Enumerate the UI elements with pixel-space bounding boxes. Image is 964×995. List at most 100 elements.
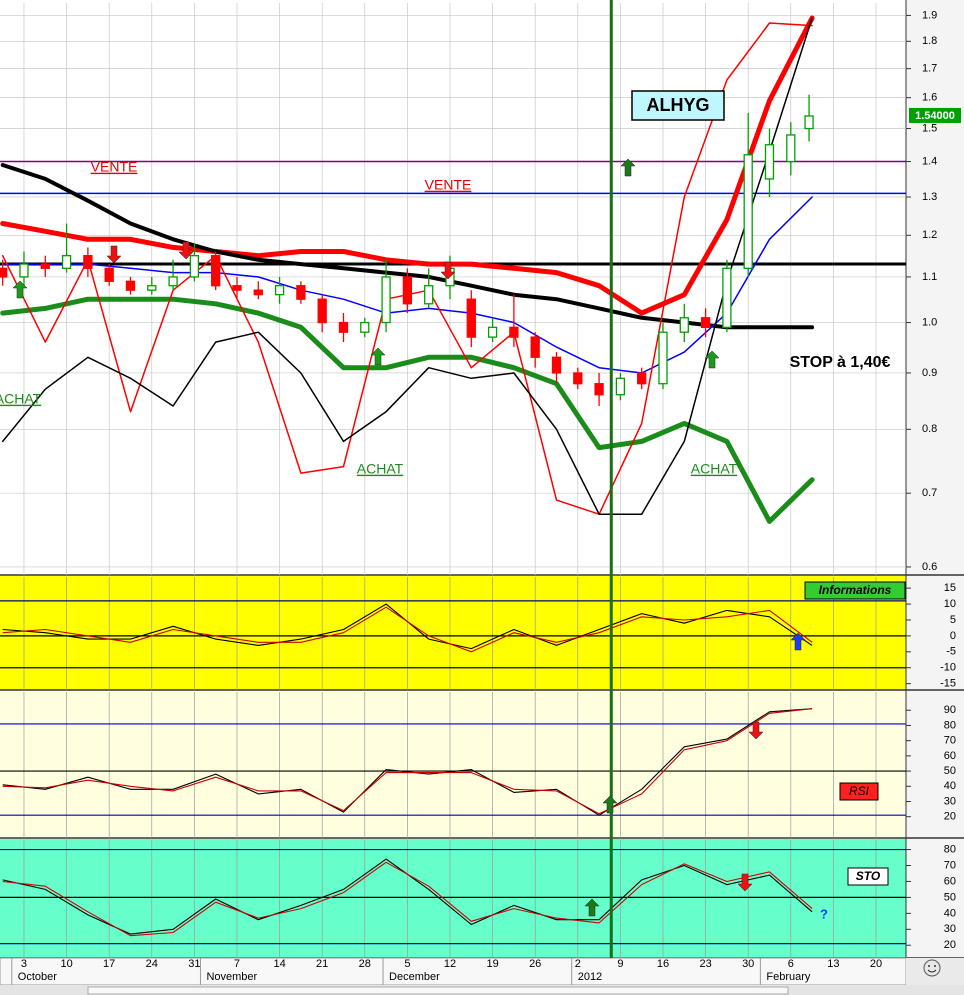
x-tick-label: 9: [617, 958, 623, 970]
y-tick-label: 5: [950, 614, 956, 626]
x-tick-label: 24: [146, 958, 158, 970]
annotation: ACHAT: [357, 461, 404, 477]
y-tick-label: 1.7: [922, 63, 937, 75]
smiley-eye: [934, 965, 936, 967]
candle-body: [147, 285, 157, 291]
buy-arrow: [704, 350, 720, 369]
x-tick-label: 26: [529, 958, 541, 970]
candle-body: [189, 255, 200, 278]
candle-body: [317, 298, 327, 324]
y-tick-label: 20: [944, 811, 956, 823]
indicator-line: [2, 708, 813, 816]
y-tick-label: 50: [944, 765, 956, 777]
panel-title: RSI: [849, 784, 870, 798]
candle-body: [658, 331, 668, 385]
sell-arrow: [440, 261, 456, 280]
price-marker-label: 1.54000: [915, 110, 955, 122]
annotation: VENTE: [91, 159, 138, 175]
candle-body: [804, 115, 814, 130]
y-tick-label: 50: [944, 891, 956, 903]
y-tick-label: 60: [944, 875, 956, 887]
x-tick-label: 31: [188, 958, 200, 970]
y-tick-label: 1.2: [922, 229, 937, 241]
candle-body: [104, 267, 114, 282]
x-tick-label: 13: [827, 958, 839, 970]
y-tick-label: 0: [950, 630, 956, 642]
panel-background: [0, 576, 906, 690]
annotation: ACHAT: [691, 461, 738, 477]
candle-body: [274, 285, 285, 296]
title-box: [631, 90, 725, 121]
price-layer: [0, 15, 815, 524]
candle-body: [19, 263, 29, 278]
buy-arrow: [12, 280, 28, 299]
panel-background: [0, 839, 906, 958]
candle-body: [551, 356, 562, 374]
x-tick-label: 23: [699, 958, 711, 970]
candle-body: [530, 336, 540, 358]
y-tick-label: 0.9: [922, 367, 937, 379]
panel-backgrounds: [0, 574, 964, 959]
x-tick-label: 16: [657, 958, 669, 970]
y-tick-label: -15: [940, 678, 956, 690]
indicator-layer: [2, 858, 813, 937]
sell-arrow: [737, 873, 753, 892]
month-label: October: [18, 971, 57, 983]
x-tick-label: 2: [575, 958, 581, 970]
y-tick-label: 10: [944, 598, 956, 610]
smiley-eye: [928, 965, 930, 967]
y-tick-label: 1.8: [922, 35, 937, 47]
y-tick-label: 80: [944, 843, 956, 855]
candle-body: [743, 154, 753, 269]
candle-body: [402, 276, 413, 305]
panel-title: Informations: [819, 583, 892, 597]
candle-body: [338, 321, 349, 333]
indicator-line: [0, 296, 815, 524]
candle-body: [424, 285, 434, 305]
y-tick-label: 0.8: [922, 423, 937, 435]
y-tick-label: 0.7: [922, 487, 937, 499]
axis-background: [906, 0, 964, 958]
panel-background: [0, 691, 906, 838]
x-tick-label: 19: [486, 958, 498, 970]
sell-arrow: [178, 241, 194, 260]
y-tick-label: 0.6: [922, 561, 937, 573]
data: [0, 15, 815, 937]
smiley-icon[interactable]: [923, 959, 941, 977]
candle-body: [125, 280, 136, 291]
candle-body: [487, 326, 498, 338]
indicator-line: [2, 708, 813, 815]
candle-body: [722, 267, 732, 328]
month-label: February: [766, 971, 811, 983]
x-tick-label: 7: [234, 958, 240, 970]
x-axis-band: [0, 957, 907, 986]
sell-arrow: [106, 245, 122, 264]
scrollbar-thumb[interactable]: [87, 986, 789, 995]
y-tick-label: 70: [944, 735, 956, 747]
y-tick-label: 1.1: [922, 271, 937, 283]
y-tick-label: 40: [944, 780, 956, 792]
panel-title: STO: [856, 869, 881, 883]
candle-body: [615, 377, 626, 396]
buy-arrow: [790, 632, 806, 651]
candle-body: [381, 276, 391, 324]
y-tick-label: 60: [944, 750, 956, 762]
y-tick-label: 80: [944, 719, 956, 731]
candle-body: [232, 285, 242, 291]
candle-body: [253, 289, 263, 296]
indicator-layer: [2, 603, 813, 653]
candle-body: [40, 263, 50, 269]
y-tick-label: 90: [944, 704, 956, 716]
x-tick-label: 5: [404, 958, 410, 970]
candle-body: [211, 255, 221, 287]
candle-body: [786, 134, 796, 163]
indicator-line: [0, 15, 815, 316]
smiley-mouth: [927, 969, 937, 973]
month-label: November: [206, 971, 257, 983]
buy-arrow: [602, 795, 618, 814]
y-tick-label: 1.5: [922, 122, 937, 134]
chart-title: ALHYG: [647, 95, 710, 115]
month-label: 2012: [578, 971, 602, 983]
